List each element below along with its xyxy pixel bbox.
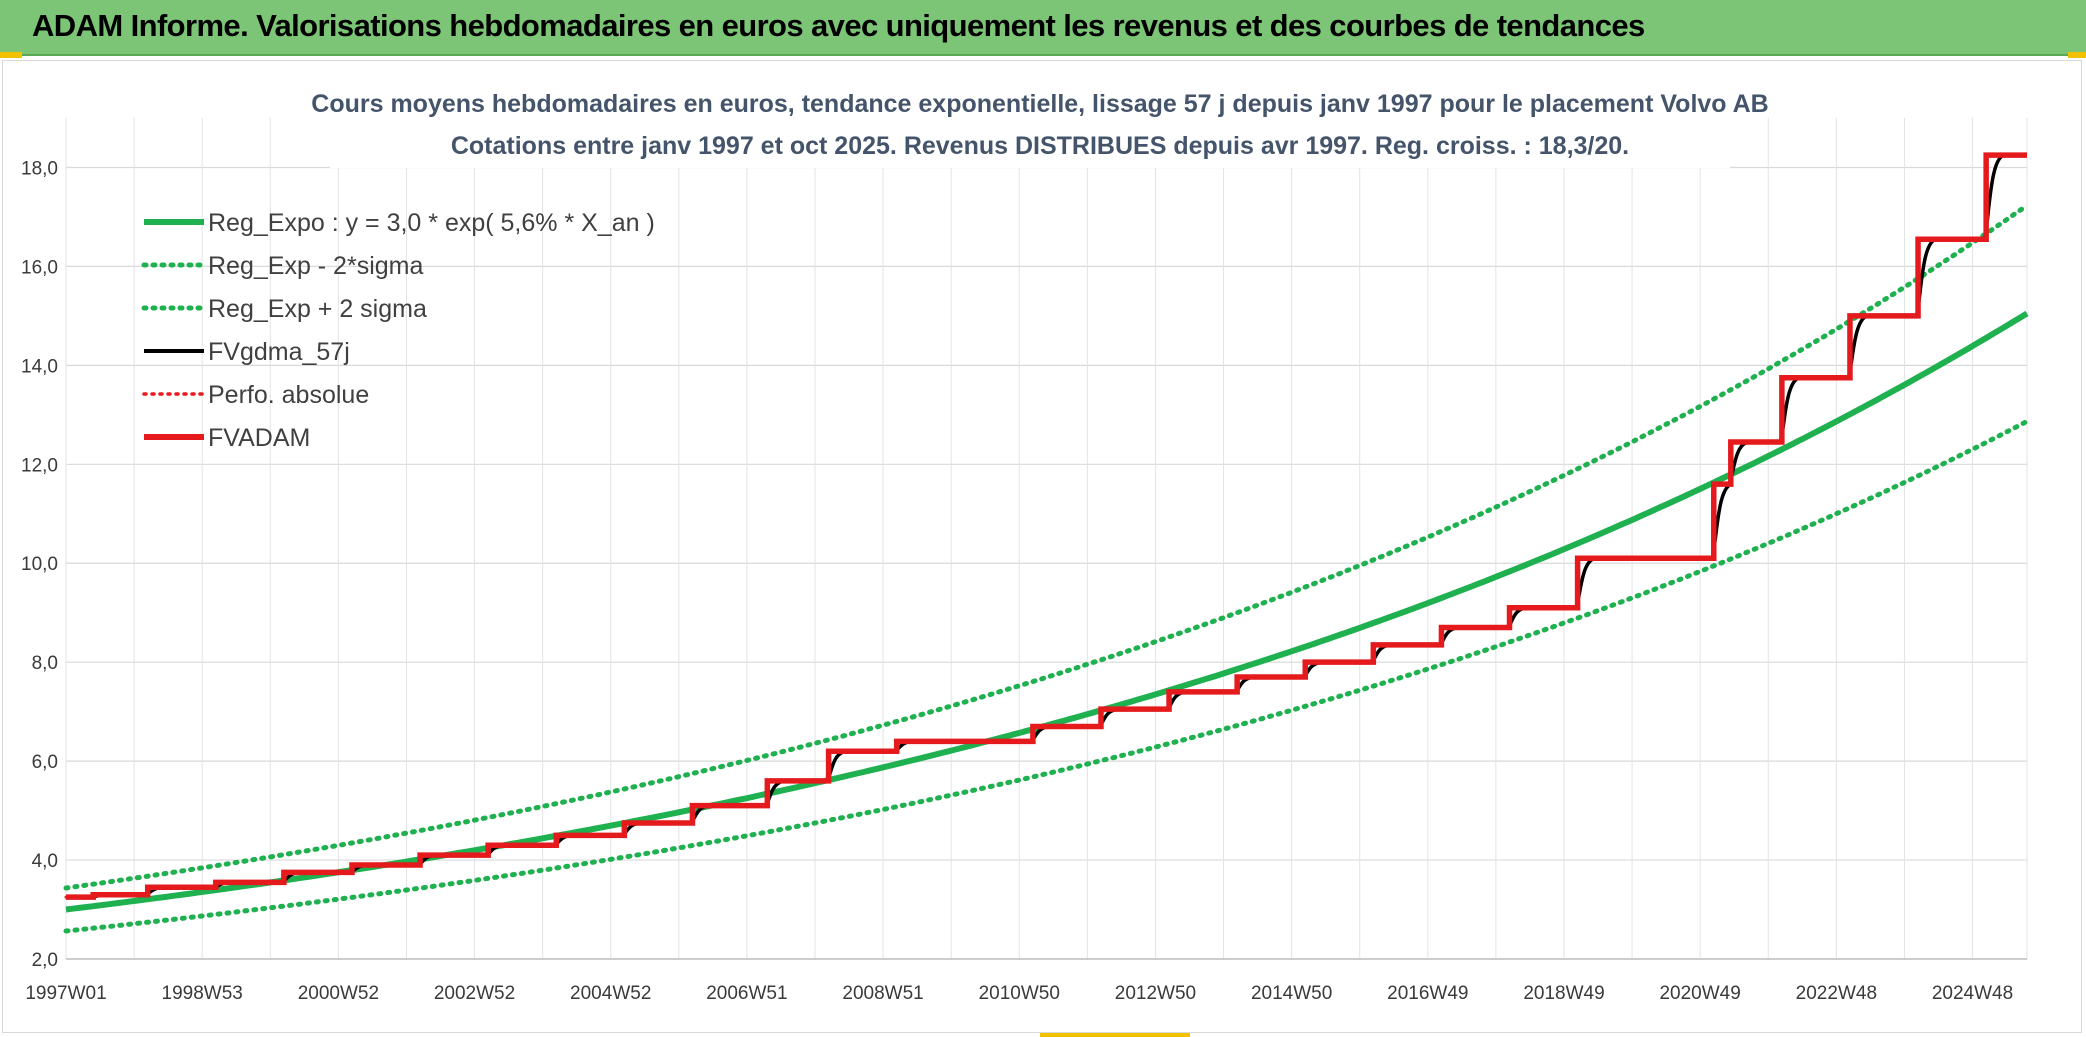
x-tick-label: 2020W49 [1659,983,1740,1004]
y-tick-label: 6,0 [32,752,58,773]
header-banner: ADAM Informe. Valorisations hebdomadaire… [0,0,2086,56]
report-title: ADAM Informe. Valorisations hebdomadaire… [32,8,1645,43]
x-tick-label: 2008W51 [842,983,923,1004]
y-tick-label: 8,0 [32,653,58,674]
x-tick-label: 2018W49 [1523,983,1604,1004]
y-tick-label: 10,0 [21,554,58,575]
x-tick-label: 1997W01 [25,983,106,1004]
x-tick-label: 2022W48 [1796,983,1877,1004]
chart-subtitle-line-2: Cotations entre janv 1997 et oct 2025. R… [451,132,1629,160]
x-tick-label: 2006W51 [706,983,787,1004]
series-fvadam [66,152,2027,900]
chart-subtitle-block: Cours moyens hebdomadaires en euros, ten… [311,80,1769,168]
y-tick-label: 14,0 [21,356,58,377]
chart-legend: Reg_Expo : y = 3,0 * exp( 5,6% * X_an ) R… [141,209,655,452]
chart-subtitle-line-1: Cours moyens hebdomadaires en euros, ten… [311,90,1768,118]
y-tick-label: 16,0 [21,257,58,278]
x-tick-label: 2024W48 [1932,983,2013,1004]
x-tick-label: 2002W52 [434,983,515,1004]
legend-label: FVgdma_57j [208,338,350,366]
legend-label: FVADAM [208,424,310,452]
gridlines [65,118,2028,960]
x-tick-label: 2012W50 [1115,983,1196,1004]
series-reg-plus-2sigma [63,202,2030,891]
bottom-accent [1040,1033,1190,1037]
y-tick-label: 4,0 [32,851,58,872]
y-axis-ticks: 2,0 4,0 6,0 8,0 10,0 12,0 14,0 16,0 18,0 [21,158,58,971]
corner-accent-right [2068,52,2086,58]
series-reg-minus-2sigma [63,418,2030,934]
legend-label: Reg_Expo : y = 3,0 * exp( 5,6% * X_an ) [208,209,655,237]
y-tick-label: 12,0 [21,455,58,476]
x-tick-label: 1998W53 [162,983,243,1004]
series-layer [63,152,2030,934]
x-tick-label: 2010W50 [979,983,1060,1004]
x-tick-label: 2004W52 [570,983,651,1004]
x-tick-label: 2016W49 [1387,983,1468,1004]
y-tick-label: 18,0 [21,158,58,179]
legend-label: Reg_Exp - 2*sigma [208,252,423,280]
x-tick-label: 2014W50 [1251,983,1332,1004]
subtitle-background [330,80,1730,168]
legend-label: Perfo. absolue [208,381,369,409]
legend-label: Reg_Exp + 2 sigma [208,295,427,323]
corner-accent-left [0,52,22,58]
chart-area-border [2,60,2082,1033]
x-axis-ticks: 1997W01 1998W53 2000W52 2002W52 2004W52 2006W… [25,983,2013,1004]
y-tick-label: 2,0 [32,950,58,971]
x-tick-label: 2000W52 [298,983,379,1004]
